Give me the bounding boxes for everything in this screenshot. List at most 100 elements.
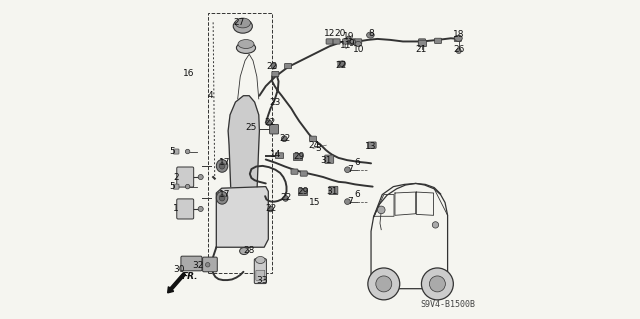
Ellipse shape xyxy=(255,256,265,263)
Bar xyxy=(298,188,307,195)
Text: 29: 29 xyxy=(294,152,305,161)
Text: 5: 5 xyxy=(170,147,175,156)
Ellipse shape xyxy=(344,199,350,204)
Circle shape xyxy=(432,222,438,228)
Ellipse shape xyxy=(238,40,254,48)
Text: 12: 12 xyxy=(324,29,335,38)
Text: 17: 17 xyxy=(218,190,230,199)
Text: 4: 4 xyxy=(207,91,212,100)
Bar xyxy=(293,153,302,160)
Ellipse shape xyxy=(282,136,287,142)
Text: 21: 21 xyxy=(416,45,427,54)
Ellipse shape xyxy=(283,196,289,201)
FancyBboxPatch shape xyxy=(368,142,376,148)
Ellipse shape xyxy=(268,206,273,212)
Circle shape xyxy=(378,206,385,214)
Text: 24: 24 xyxy=(308,141,319,150)
Text: 22: 22 xyxy=(264,118,275,127)
FancyBboxPatch shape xyxy=(181,256,202,271)
Text: 1: 1 xyxy=(173,204,179,213)
Ellipse shape xyxy=(205,263,210,267)
Polygon shape xyxy=(216,187,268,247)
FancyBboxPatch shape xyxy=(285,63,292,69)
FancyBboxPatch shape xyxy=(310,136,317,141)
Ellipse shape xyxy=(235,18,250,28)
FancyBboxPatch shape xyxy=(300,171,307,176)
Text: 9: 9 xyxy=(348,39,354,48)
Text: 7: 7 xyxy=(348,165,353,174)
FancyBboxPatch shape xyxy=(324,155,333,163)
Text: 5: 5 xyxy=(170,182,175,191)
Text: 6: 6 xyxy=(355,190,360,199)
FancyArrow shape xyxy=(168,273,186,293)
Text: 16: 16 xyxy=(183,69,195,78)
Circle shape xyxy=(186,149,190,154)
Text: 29: 29 xyxy=(298,187,309,196)
FancyBboxPatch shape xyxy=(275,153,284,159)
Ellipse shape xyxy=(349,40,356,45)
FancyBboxPatch shape xyxy=(256,270,265,280)
Text: 26: 26 xyxy=(453,45,465,54)
Ellipse shape xyxy=(219,195,225,201)
FancyBboxPatch shape xyxy=(272,71,279,77)
FancyBboxPatch shape xyxy=(269,124,278,134)
Polygon shape xyxy=(371,183,447,289)
Ellipse shape xyxy=(422,268,453,300)
Ellipse shape xyxy=(429,276,445,292)
Text: 22: 22 xyxy=(265,204,276,213)
FancyBboxPatch shape xyxy=(435,38,442,43)
Text: 22: 22 xyxy=(280,193,292,202)
FancyBboxPatch shape xyxy=(291,169,298,174)
Text: 18: 18 xyxy=(452,30,464,39)
FancyBboxPatch shape xyxy=(355,39,362,44)
FancyBboxPatch shape xyxy=(329,186,338,195)
Text: 10: 10 xyxy=(353,45,364,54)
Circle shape xyxy=(186,184,190,189)
FancyBboxPatch shape xyxy=(338,61,345,66)
Text: S9V4-B1500B: S9V4-B1500B xyxy=(420,300,476,309)
Ellipse shape xyxy=(216,191,228,204)
Text: 31: 31 xyxy=(326,187,338,196)
Text: 30: 30 xyxy=(173,265,185,274)
Bar xyxy=(208,13,271,273)
Ellipse shape xyxy=(376,276,392,292)
Ellipse shape xyxy=(216,160,228,172)
Text: 20: 20 xyxy=(334,29,346,38)
Ellipse shape xyxy=(355,41,362,47)
Ellipse shape xyxy=(236,42,255,54)
Ellipse shape xyxy=(271,63,276,69)
Text: 33: 33 xyxy=(256,276,268,285)
Ellipse shape xyxy=(368,268,400,300)
Ellipse shape xyxy=(339,61,345,67)
Text: 32: 32 xyxy=(193,261,204,270)
Text: 28: 28 xyxy=(243,246,255,255)
FancyBboxPatch shape xyxy=(173,149,179,154)
Circle shape xyxy=(198,174,204,180)
FancyBboxPatch shape xyxy=(348,39,355,44)
Ellipse shape xyxy=(454,35,462,41)
FancyBboxPatch shape xyxy=(203,257,218,272)
Ellipse shape xyxy=(346,36,351,41)
Text: 27: 27 xyxy=(233,18,244,27)
FancyBboxPatch shape xyxy=(254,259,266,284)
Text: 19: 19 xyxy=(343,32,355,41)
Text: 31: 31 xyxy=(321,156,332,165)
Ellipse shape xyxy=(219,163,225,169)
Text: FR.: FR. xyxy=(182,272,198,281)
Ellipse shape xyxy=(239,248,248,255)
Ellipse shape xyxy=(233,19,252,33)
Text: 25: 25 xyxy=(246,123,257,132)
Text: 13: 13 xyxy=(365,142,377,151)
FancyBboxPatch shape xyxy=(326,39,333,44)
Text: 14: 14 xyxy=(269,150,281,159)
Ellipse shape xyxy=(367,32,374,38)
Text: 23: 23 xyxy=(269,98,281,107)
Text: 7: 7 xyxy=(348,197,353,206)
Text: 2: 2 xyxy=(173,173,179,182)
FancyBboxPatch shape xyxy=(177,167,194,187)
FancyBboxPatch shape xyxy=(173,184,179,189)
FancyBboxPatch shape xyxy=(454,36,461,41)
FancyBboxPatch shape xyxy=(342,39,349,44)
Polygon shape xyxy=(228,96,259,187)
Text: 3: 3 xyxy=(316,144,321,153)
